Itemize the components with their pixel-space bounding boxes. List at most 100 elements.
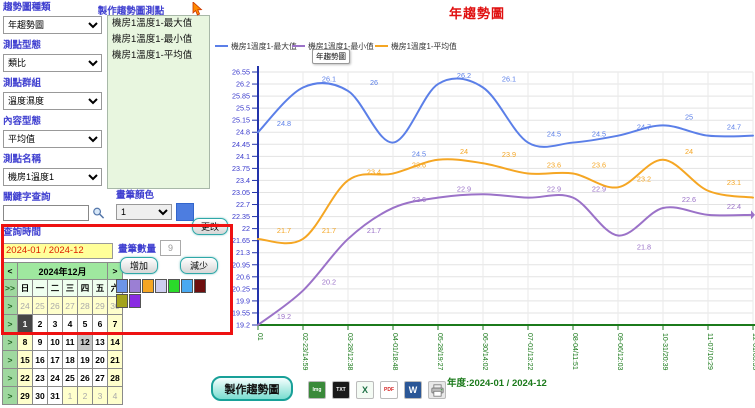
svg-text:04-01/18:48: 04-01/18:48 [391, 333, 398, 370]
calendar-day-cell[interactable]: 30 [32, 386, 48, 405]
img-export-icon[interactable]: Img [308, 381, 326, 399]
palette-swatch-3[interactable] [142, 279, 154, 293]
search-icon[interactable] [92, 206, 105, 220]
calendar-week-expand[interactable]: > [2, 296, 18, 315]
svg-text:24.8: 24.8 [277, 119, 291, 128]
calendar-day-cell[interactable]: 26 [47, 296, 63, 315]
svg-text:21.7: 21.7 [322, 226, 336, 235]
date-range-input[interactable] [3, 242, 113, 259]
palette-swatch-6[interactable] [181, 279, 193, 293]
word-export-icon[interactable]: W [404, 381, 422, 399]
calendar-day-cell[interactable]: 2 [32, 314, 48, 333]
palette-swatch-7[interactable] [194, 279, 206, 293]
field-select-4[interactable]: 機房1溫度1 [3, 168, 102, 186]
calendar-day-cell[interactable]: 13 [92, 332, 108, 351]
calendar-day-cell[interactable]: 31 [47, 386, 63, 405]
palette-swatch-4[interactable] [155, 279, 167, 293]
trend-chart: 26.55 26.2 25.85 25.5 25.15 24.8 24.45 24.1 23.7… [215, 41, 755, 370]
calendar-week-expand[interactable]: > [2, 314, 18, 333]
calendar-day-cell[interactable]: 9 [32, 332, 48, 351]
field-select-1[interactable]: 類比 [3, 54, 102, 72]
palette-swatch-1[interactable] [116, 279, 128, 293]
field-select-3[interactable]: 平均值 [3, 130, 102, 148]
calendar-day-cell[interactable]: 3 [47, 314, 63, 333]
field-select-2[interactable]: 溫度濕度 [3, 92, 102, 110]
keyword-search-input[interactable] [3, 205, 89, 221]
calendar-day-cell[interactable]: 5 [77, 314, 93, 333]
calendar-day-cell[interactable]: 25 [62, 368, 78, 387]
calendar-day-cell[interactable]: 17 [47, 350, 63, 369]
calendar-day-cell[interactable]: 12 [77, 332, 93, 351]
calendar-day-cell[interactable]: 18 [62, 350, 78, 369]
selected-points-listbox[interactable]: 機房1溫度1-最大值 機房1溫度1-最小值 機房1溫度1-平均值 [107, 15, 210, 189]
calendar-day-cell[interactable]: 25 [32, 296, 48, 315]
pen-color-select[interactable]: 1 [116, 204, 172, 220]
svg-text:機房1溫度1-最小值: 機房1溫度1-最小值 [308, 41, 374, 51]
calendar-day-cell[interactable]: 28 [107, 368, 123, 387]
field-select-0[interactable]: 年趨勢圖 [3, 16, 102, 34]
calendar-week-expand[interactable]: > [2, 350, 18, 369]
calendar-day-cell[interactable]: 1 [17, 314, 33, 333]
svg-text:19.9: 19.9 [236, 296, 250, 305]
calendar-day-cell[interactable]: 29 [92, 296, 108, 315]
calendar-week-expand[interactable]: > [2, 368, 18, 387]
palette-swatch-9[interactable] [129, 294, 141, 308]
print-export-icon[interactable] [428, 381, 446, 399]
calendar-day-cell[interactable]: 15 [17, 350, 33, 369]
calendar-day-cell[interactable]: 19 [77, 350, 93, 369]
calendar-day-cell[interactable]: 16 [32, 350, 48, 369]
svg-text:03-28/12:38: 03-28/12:38 [346, 333, 353, 370]
calendar-day-cell[interactable]: 6 [92, 314, 108, 333]
calendar-day-cell[interactable]: 27 [92, 368, 108, 387]
make-trend-chart-button[interactable]: 製作趨勢圖 [211, 376, 293, 401]
calendar-day-cell[interactable]: 14 [107, 332, 123, 351]
calendar-day-cell[interactable]: 28 [77, 296, 93, 315]
svg-text:23.75: 23.75 [232, 164, 250, 173]
palette-swatch-2[interactable] [129, 279, 141, 293]
palette-swatch-5[interactable] [168, 279, 180, 293]
svg-text:25: 25 [685, 112, 693, 121]
field-label-1: 測點型態 [3, 40, 42, 51]
pen-count-input[interactable] [160, 240, 182, 256]
calendar-day-cell[interactable]: 27 [62, 296, 78, 315]
calendar-expand-all[interactable]: >> [2, 279, 18, 297]
calendar-day-cell[interactable]: 21 [107, 350, 123, 369]
calendar-day-cell[interactable]: 26 [77, 368, 93, 387]
calendar-day-cell[interactable]: 29 [17, 386, 33, 405]
svg-text:23.1: 23.1 [727, 178, 741, 187]
field-label-0: 趨勢圖種類 [3, 2, 51, 13]
calendar-day-cell[interactable]: 22 [17, 368, 33, 387]
calendar-day-cell[interactable]: 4 [62, 314, 78, 333]
calendar-day-cell[interactable]: 4 [107, 386, 123, 405]
calendar-day-header: 二 [47, 279, 63, 297]
calendar-day-cell[interactable]: 23 [32, 368, 48, 387]
palette-swatch-8[interactable] [116, 294, 128, 308]
calendar-day-cell[interactable]: 3 [92, 386, 108, 405]
svg-text:19.2: 19.2 [277, 312, 291, 321]
excel-export-icon[interactable]: X [356, 381, 374, 399]
pdf-export-icon[interactable]: PDF [380, 381, 398, 399]
svg-text:24.5: 24.5 [412, 150, 426, 159]
calendar-week-expand[interactable]: > [2, 386, 18, 405]
calendar-day-header: 三 [62, 279, 78, 297]
calendar-day-cell[interactable]: 24 [47, 368, 63, 387]
txt-export-icon[interactable]: TXT [332, 381, 350, 399]
add-pen-button[interactable]: 增加 [120, 257, 158, 274]
point-item[interactable]: 機房1溫度1-最小值 [112, 34, 193, 45]
calendar-week-expand[interactable]: > [2, 332, 18, 351]
calendar-prev-button[interactable]: < [2, 262, 18, 280]
point-item[interactable]: 機房1溫度1-平均值 [112, 50, 193, 61]
calendar-day-cell[interactable]: 11 [62, 332, 78, 351]
remove-pen-button[interactable]: 減少 [180, 257, 218, 274]
calendar-day-cell[interactable]: 1 [62, 386, 78, 405]
calendar-day-cell[interactable]: 10 [47, 332, 63, 351]
calendar-day-cell[interactable]: 7 [107, 314, 123, 333]
calendar-day-cell[interactable]: 24 [17, 296, 33, 315]
calendar-day-cell[interactable]: 8 [17, 332, 33, 351]
svg-text:24.5: 24.5 [547, 130, 561, 139]
point-item[interactable]: 機房1溫度1-最大值 [112, 18, 193, 29]
calendar-day-cell[interactable]: 2 [77, 386, 93, 405]
calendar-day-cell[interactable]: 20 [92, 350, 108, 369]
svg-text:11-07/10:29: 11-07/10:29 [706, 333, 713, 370]
calendar-next-button[interactable]: > [107, 262, 123, 280]
